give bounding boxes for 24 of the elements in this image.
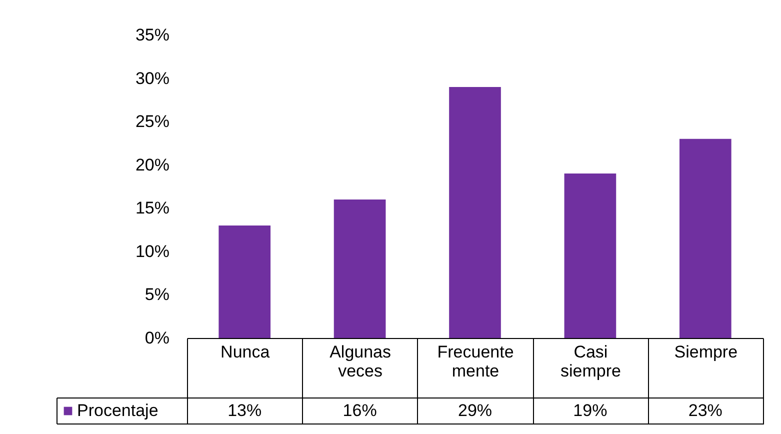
bar: [449, 86, 501, 338]
bar: [564, 174, 616, 338]
data-label: 23%: [688, 401, 722, 420]
bar: [218, 225, 271, 338]
y-tick-label: 5%: [144, 285, 170, 304]
bar: [334, 199, 386, 338]
y-tick-label: 15%: [135, 198, 170, 218]
x-tick-label: Frecuente mente: [437, 342, 514, 380]
x-tick-label: Casi siempre: [560, 342, 621, 380]
data-label: 16%: [342, 401, 377, 420]
y-tick-label: 35%: [135, 26, 170, 44]
x-tick-label: Algunas veces: [330, 342, 392, 380]
y-tick-label: 25%: [135, 112, 170, 132]
legend-label: Procentaje: [77, 401, 158, 420]
data-label: 19%: [573, 401, 608, 420]
x-tick-label: Nunca: [220, 342, 270, 362]
data-label: 29%: [458, 401, 492, 420]
x-tick-label: Siempre: [674, 342, 738, 362]
y-tick-label: 20%: [135, 155, 170, 174]
y-tick-label: 10%: [135, 242, 170, 261]
y-tick-label: 30%: [135, 68, 170, 88]
y-tick-label: 0%: [144, 328, 170, 348]
data-label: 13%: [228, 401, 262, 420]
bar: [679, 138, 732, 338]
